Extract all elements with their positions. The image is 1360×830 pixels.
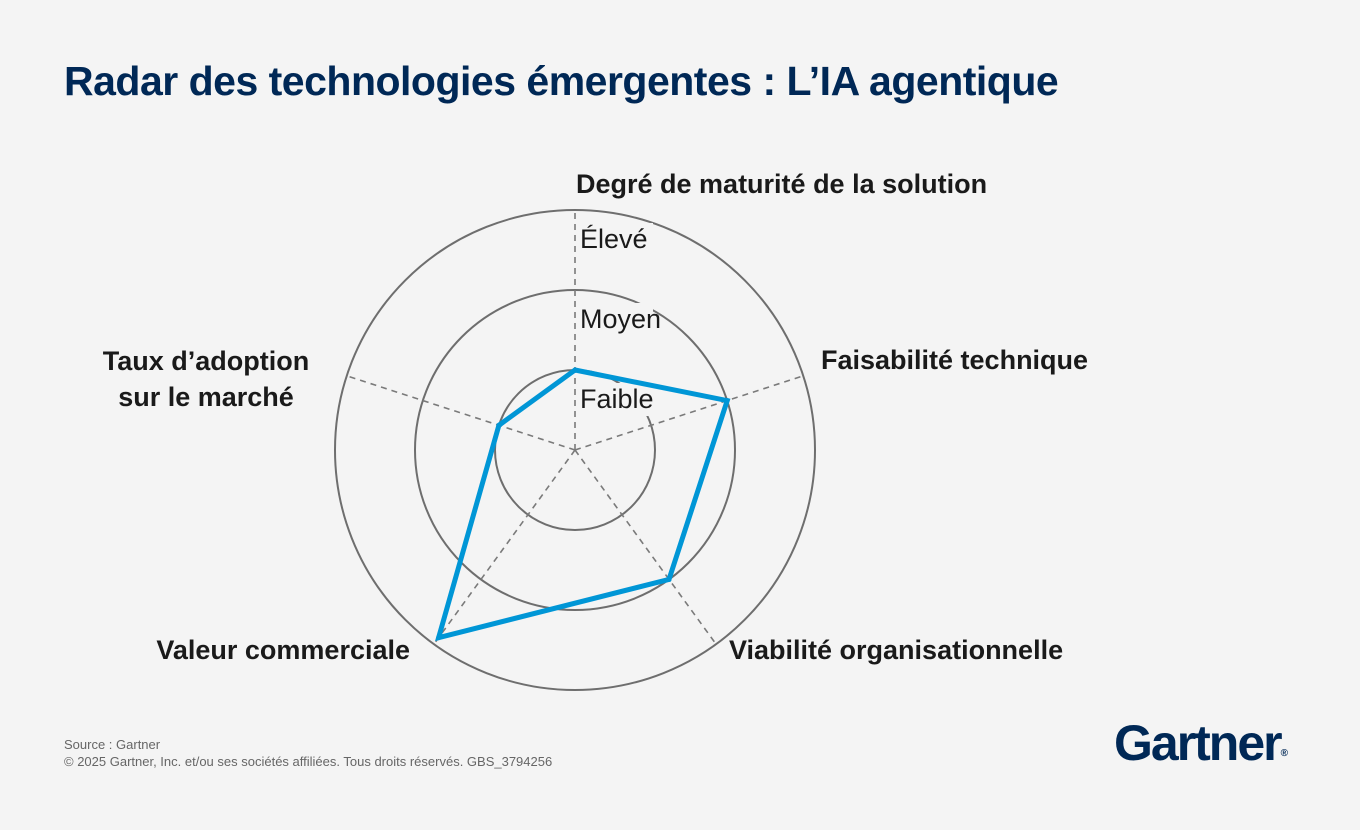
axis-label-line: Viabilité organisationnelle: [729, 635, 1063, 665]
data-point: [724, 398, 730, 404]
logo-text: Gartner: [1114, 715, 1283, 771]
chart-title: Radar des technologies émergentes : L’IA…: [64, 58, 1059, 104]
data-point: [572, 367, 578, 373]
registered-mark: ®: [1280, 748, 1288, 759]
level-label-3: Élevé: [580, 224, 648, 254]
level-label-bg: [579, 223, 653, 256]
axis-label-3: Viabilité organisationnelle: [729, 635, 1063, 665]
data-point: [496, 422, 502, 428]
axis-label-line: Valeur commerciale: [156, 635, 410, 665]
spoke-5: [346, 375, 576, 451]
data-point: [436, 635, 442, 641]
axis-label-1: Degré de maturité de la solution: [576, 169, 987, 199]
series-polygon-1: [435, 367, 731, 642]
level-label-1: Faible: [580, 384, 654, 414]
gartner-logo: Gartner®: [1114, 714, 1288, 772]
ring-3: [334, 209, 816, 691]
spoke-4: [433, 449, 576, 645]
axis-label-5: Taux d’adoption sur le marché: [103, 346, 309, 412]
axis-label-line: Degré de maturité de la solution: [576, 169, 987, 199]
copyright-note: © 2025 Gartner, Inc. et/ou ses sociétés …: [64, 754, 553, 769]
footer: Source : Gartner © 2025 Gartner, Inc. et…: [64, 736, 552, 770]
axis-label-line: Faisabilité technique: [821, 345, 1088, 375]
spoke-3: [574, 449, 717, 645]
axis-label-4: Valeur commerciale: [156, 635, 410, 665]
spoke-2: [574, 375, 804, 451]
data-point: [666, 576, 672, 582]
axis-label-line: sur le marché: [118, 382, 294, 412]
level-label-bg: [579, 383, 665, 416]
source-note: Source : Gartner: [64, 737, 161, 752]
level-label-bg: [579, 303, 653, 336]
axis-label-line: Taux d’adoption: [103, 346, 309, 376]
level-label-2: Moyen: [580, 304, 661, 334]
axis-label-2: Faisabilité technique: [821, 345, 1088, 375]
